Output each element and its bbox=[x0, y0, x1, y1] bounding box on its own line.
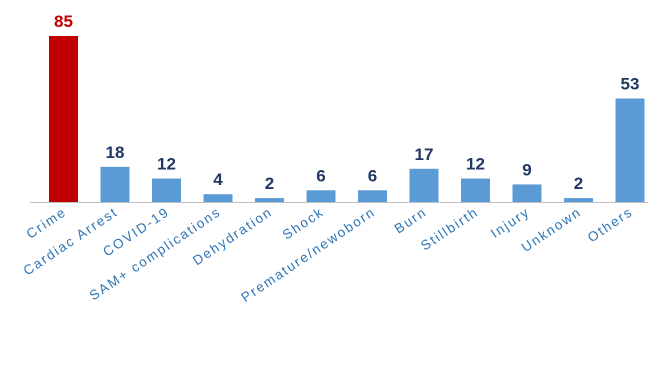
category-label: Burn bbox=[392, 204, 430, 236]
bar-value-label: 2 bbox=[574, 174, 583, 193]
bar-value-label: 12 bbox=[466, 155, 485, 174]
bar bbox=[512, 184, 542, 202]
bar-value-label: 18 bbox=[106, 143, 125, 162]
bar bbox=[358, 190, 387, 202]
bar bbox=[615, 98, 645, 202]
bar bbox=[306, 190, 336, 202]
bar bbox=[564, 198, 593, 202]
bar-value-label: 6 bbox=[316, 166, 325, 185]
bar-value-label: 12 bbox=[157, 155, 176, 174]
bar bbox=[461, 178, 490, 202]
bars-layer bbox=[49, 36, 645, 202]
bar-value-label: 17 bbox=[415, 145, 434, 164]
bar-value-label: 53 bbox=[621, 74, 640, 93]
category-label: Cardiac Arrest bbox=[20, 204, 120, 278]
bar bbox=[409, 168, 439, 202]
bar bbox=[49, 36, 78, 202]
category-label: Crime bbox=[23, 204, 69, 242]
category-label: Others bbox=[585, 204, 636, 245]
bar bbox=[152, 178, 181, 202]
bar-value-label: 2 bbox=[265, 174, 274, 193]
category-label: Stillbirth bbox=[418, 204, 481, 253]
value-labels-layer: 85 18 12 4 2 6 6 17 12 9 2 53 bbox=[54, 12, 639, 193]
bar-value-label: 9 bbox=[522, 160, 531, 179]
bar-value-label: 6 bbox=[368, 166, 377, 185]
bar-value-label: 4 bbox=[213, 170, 223, 189]
bar-value-label: 85 bbox=[54, 12, 73, 31]
bar bbox=[100, 166, 130, 202]
bar bbox=[203, 194, 233, 202]
bar bbox=[255, 198, 284, 202]
category-label: Injury bbox=[488, 204, 533, 241]
